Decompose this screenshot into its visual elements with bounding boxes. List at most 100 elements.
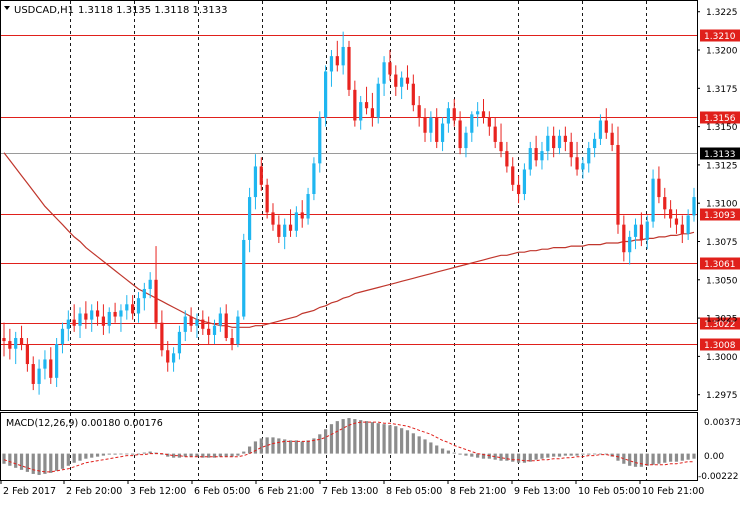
candle[interactable]	[136, 292, 141, 323]
candle[interactable]	[429, 111, 433, 142]
candle[interactable]	[283, 218, 287, 250]
candle[interactable]	[236, 310, 240, 348]
candle[interactable]	[119, 304, 123, 332]
candle[interactable]	[312, 157, 316, 201]
candle[interactable]	[592, 132, 597, 158]
candle[interactable]	[148, 272, 152, 299]
candle[interactable]	[359, 95, 363, 130]
candle[interactable]	[288, 209, 293, 237]
candle[interactable]	[189, 307, 193, 332]
candle[interactable]	[481, 99, 486, 124]
candle[interactable]	[388, 50, 392, 81]
candle[interactable]	[277, 215, 281, 244]
candle[interactable]	[522, 163, 527, 201]
candle[interactable]	[60, 322, 65, 354]
candle[interactable]	[160, 310, 164, 357]
candle[interactable]	[581, 157, 585, 179]
candle[interactable]	[271, 203, 275, 231]
candle[interactable]	[610, 123, 614, 152]
candle[interactable]	[201, 310, 205, 335]
candle[interactable]	[476, 102, 480, 127]
candle[interactable]	[247, 187, 252, 253]
candle[interactable]	[575, 141, 579, 176]
candle[interactable]	[195, 313, 199, 339]
candle[interactable]	[166, 341, 170, 372]
candle[interactable]	[329, 50, 334, 87]
candle[interactable]	[353, 80, 357, 127]
candle[interactable]	[207, 316, 211, 345]
candle[interactable]	[230, 328, 234, 351]
candle[interactable]	[66, 310, 70, 342]
candle[interactable]	[487, 111, 491, 136]
candle[interactable]	[674, 209, 679, 234]
candle[interactable]	[25, 338, 29, 372]
candle[interactable]	[370, 92, 374, 127]
candle[interactable]	[2, 322, 6, 357]
candle[interactable]	[218, 307, 222, 332]
candle[interactable]	[411, 74, 415, 112]
candle[interactable]	[563, 126, 567, 152]
candle[interactable]	[294, 206, 298, 237]
candle[interactable]	[107, 307, 111, 334]
candle[interactable]	[622, 215, 626, 262]
candle[interactable]	[598, 114, 603, 145]
candle[interactable]	[616, 126, 620, 234]
candle[interactable]	[405, 65, 410, 90]
candle[interactable]	[49, 347, 53, 384]
candle[interactable]	[692, 187, 696, 222]
candle[interactable]	[55, 338, 59, 388]
candle[interactable]	[347, 40, 351, 96]
candle[interactable]	[84, 301, 88, 329]
candle[interactable]	[417, 95, 421, 127]
candle[interactable]	[259, 157, 263, 191]
candle[interactable]	[224, 304, 228, 342]
candle[interactable]	[587, 141, 591, 173]
candle[interactable]	[604, 108, 608, 139]
candle[interactable]	[242, 233, 246, 320]
candle[interactable]	[171, 347, 176, 372]
candle[interactable]	[552, 126, 556, 158]
candle[interactable]	[253, 154, 258, 210]
candle[interactable]	[511, 157, 515, 191]
candle[interactable]	[113, 302, 117, 323]
candle[interactable]	[505, 141, 509, 173]
candle[interactable]	[142, 282, 146, 311]
candle[interactable]	[628, 230, 632, 265]
candle[interactable]	[177, 325, 182, 360]
candle[interactable]	[31, 356, 35, 391]
candle[interactable]	[90, 304, 94, 332]
candle[interactable]	[318, 111, 322, 173]
candle[interactable]	[335, 40, 339, 72]
candle[interactable]	[212, 319, 217, 345]
candle[interactable]	[499, 123, 503, 158]
candle[interactable]	[423, 108, 427, 142]
candle[interactable]	[300, 200, 304, 228]
candle[interactable]	[569, 132, 573, 167]
candle[interactable]	[376, 77, 380, 124]
candle[interactable]	[686, 209, 690, 240]
candle[interactable]	[528, 141, 532, 176]
candle[interactable]	[470, 111, 474, 142]
candlestick-series[interactable]	[2, 31, 696, 395]
candle[interactable]	[14, 331, 18, 365]
candle[interactable]	[324, 65, 328, 127]
candle[interactable]	[78, 307, 82, 339]
candle[interactable]	[72, 304, 76, 332]
candle[interactable]	[452, 99, 456, 127]
candle[interactable]	[440, 117, 445, 152]
candle[interactable]	[540, 141, 544, 170]
candle[interactable]	[534, 135, 538, 167]
candle[interactable]	[382, 56, 386, 96]
candle[interactable]	[183, 310, 187, 342]
candle[interactable]	[341, 31, 345, 75]
candle[interactable]	[19, 325, 24, 351]
candle[interactable]	[464, 126, 468, 158]
candle[interactable]	[639, 212, 643, 247]
candle[interactable]	[458, 111, 462, 155]
candle[interactable]	[95, 301, 100, 326]
candle[interactable]	[364, 86, 369, 115]
price-axis[interactable]: 1.32251.32001.31751.31501.31251.31001.30…	[697, 8, 738, 401]
candle[interactable]	[37, 359, 41, 395]
candle[interactable]	[8, 328, 12, 360]
